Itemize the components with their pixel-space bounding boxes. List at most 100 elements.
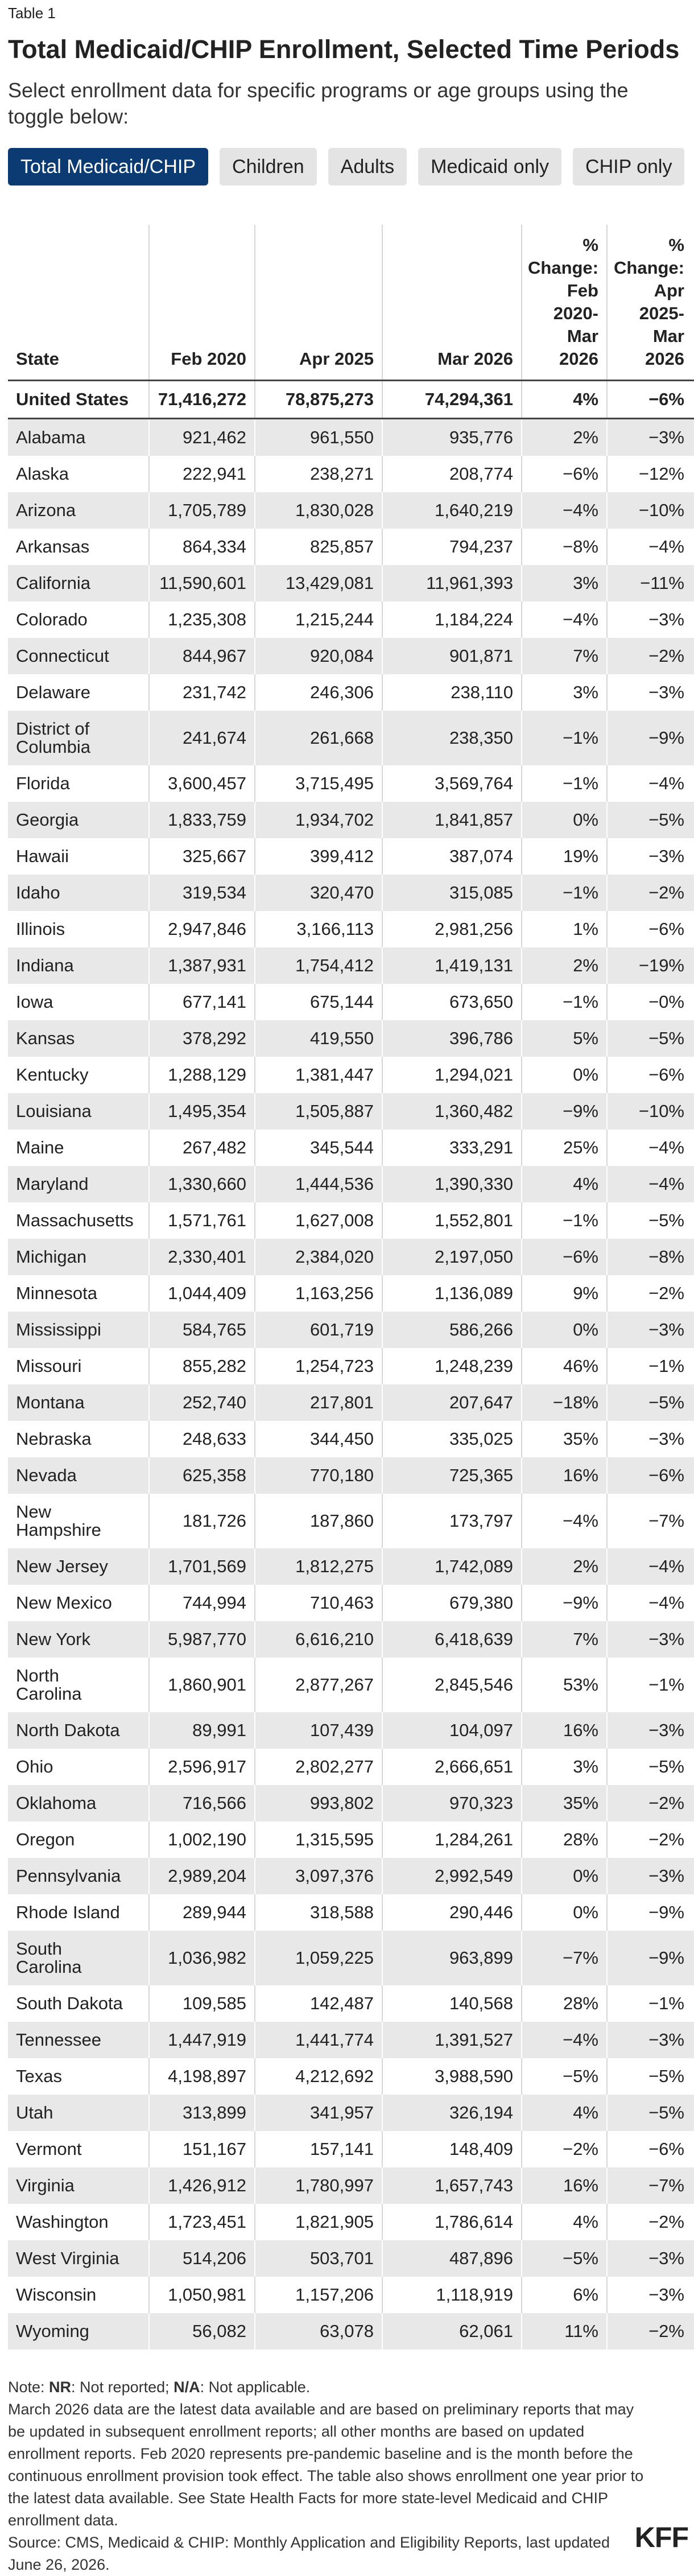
- value-cell: 1,184,224: [382, 601, 522, 638]
- value-cell: 319,534: [149, 875, 255, 911]
- value-cell: 11,961,393: [382, 565, 522, 601]
- value-cell: −1%: [648, 1993, 684, 2013]
- state-cell: Alabama: [8, 418, 150, 456]
- value-cell: 825,857: [255, 529, 383, 565]
- value-cell: −6%: [607, 380, 694, 419]
- state-cell: Delaware: [8, 674, 150, 711]
- state-cell: Wyoming: [8, 2313, 150, 2350]
- value-cell: 1,381,447: [255, 1057, 383, 1093]
- state-cell: Washington: [8, 2204, 150, 2240]
- value-cell: 378,292: [149, 1020, 255, 1057]
- value-cell: 1,812,275: [255, 1548, 383, 1585]
- value-cell: −10%: [607, 492, 694, 529]
- note-text: March 2026 data are the latest data avai…: [8, 2401, 644, 2529]
- table-row: Florida 3,600,457 3,715,495 3,569,764 −1% −4%: [8, 765, 694, 802]
- state-cell: Oklahoma: [8, 1785, 150, 1821]
- value-cell: −1%: [522, 984, 608, 1020]
- value-cell: 399,412: [255, 838, 383, 875]
- toggle-button[interactable]: Children: [220, 148, 317, 186]
- state-name: Missouri: [16, 1356, 82, 1376]
- value-cell: −9%: [607, 1931, 694, 1985]
- value-cell: −2%: [522, 2131, 608, 2167]
- state-name: Kentucky: [16, 1065, 89, 1085]
- state-name: Virginia: [16, 2175, 75, 2195]
- value-cell: 1,419,131: [382, 947, 522, 984]
- value-cell: 0%: [522, 1057, 608, 1093]
- table-row: Wyoming 56,082 63,078 62,061 11% −2%: [8, 2313, 694, 2350]
- value-cell: −6%: [648, 919, 684, 939]
- value-cell: −3%: [648, 609, 684, 629]
- value-cell: 1,426,912: [149, 2167, 255, 2204]
- note-part: Note:: [8, 2379, 49, 2396]
- state-name: Iowa: [16, 992, 53, 1012]
- state-cell: Mississippi: [8, 1312, 150, 1348]
- value-cell: 28%: [522, 1985, 608, 2022]
- toggle-button[interactable]: CHIP only: [573, 148, 685, 186]
- value-cell: 2,845,546: [382, 1658, 522, 1712]
- value-cell: 2%: [522, 418, 608, 456]
- value-cell: 173,797: [382, 1494, 522, 1548]
- value-cell: −2%: [607, 875, 694, 911]
- value-cell: −5%: [648, 1210, 684, 1230]
- value-cell: 396,786: [382, 1020, 522, 1057]
- value-cell: −1%: [648, 1675, 684, 1695]
- toggle-button[interactable]: Adults: [328, 148, 407, 186]
- value-cell: −2%: [648, 1283, 684, 1303]
- value-cell: −4%: [648, 1593, 684, 1613]
- state-name: New Jersey: [16, 1556, 108, 1576]
- table-container: State Feb 2020 Apr 2025 Mar 2026% Change: F…: [8, 225, 694, 2350]
- value-cell: 1,288,129: [149, 1057, 255, 1093]
- table-row: Nevada 625,358 770,180 725,365 16% −6%: [8, 1457, 694, 1494]
- table-row: Iowa 677,141 675,144 673,650 −1% −0%: [8, 984, 694, 1020]
- state-cell: Texas: [8, 2058, 150, 2095]
- state-name: California: [16, 573, 90, 593]
- value-cell: 4%: [522, 2095, 608, 2131]
- table-row: New Jersey 1,701,569 1,812,275 1,742,089 2% −…: [8, 1548, 694, 1585]
- toggle-button[interactable]: Total Medicaid/CHIP: [8, 148, 209, 186]
- toggle-button[interactable]: Medicaid only: [418, 148, 562, 186]
- state-cell: Colorado: [8, 601, 150, 638]
- state-cell: Wisconsin: [8, 2277, 150, 2313]
- value-cell: 2,947,846: [149, 911, 255, 947]
- value-cell: −2%: [607, 638, 694, 674]
- state-cell: South Dakota: [8, 1985, 150, 2022]
- value-cell: 625,358: [149, 1457, 255, 1494]
- table-row: New Mexico 744,994 710,463 679,380 −9% −4%: [8, 1585, 694, 1621]
- value-cell: 78,875,273: [255, 380, 383, 419]
- table-row: Indiana 1,387,931 1,754,412 1,419,131 2% −19%: [8, 947, 694, 984]
- value-cell: −6%: [648, 1065, 684, 1085]
- value-cell: −2%: [648, 2212, 684, 2232]
- toggle-group: Total Medicaid/CHIP Children Adults Medicai…: [8, 148, 685, 186]
- state-name: Montana: [16, 1392, 85, 1412]
- table-row: Maine 267,482 345,544 333,291 25% −4%: [8, 1130, 694, 1166]
- state-cell: Alaska: [8, 456, 150, 492]
- table-row: Wisconsin 1,050,981 1,157,206 1,118,919 6% −3…: [8, 2277, 694, 2313]
- value-cell: 62,061: [382, 2313, 522, 2350]
- value-cell: 963,899: [382, 1931, 522, 1985]
- value-cell: 4,198,897: [149, 2058, 255, 2095]
- value-cell: 419,550: [255, 1020, 383, 1057]
- value-cell: 142,487: [255, 1985, 383, 2022]
- table-row: Arkansas 864,334 825,857 794,237 −8% −4%: [8, 529, 694, 565]
- value-cell: 1,860,901: [149, 1658, 255, 1712]
- table-row: South Dakota 109,585 142,487 140,568 28% −1%: [8, 1985, 694, 2022]
- table-row: North Carolina 1,860,901 2,877,267 2,845,54…: [8, 1658, 694, 1712]
- state-name: Rhode Island: [16, 1902, 120, 1922]
- value-cell: 1,723,451: [149, 2204, 255, 2240]
- value-cell: 2,330,401: [149, 1239, 255, 1275]
- value-cell: −4%: [522, 1494, 608, 1548]
- value-cell: −3%: [648, 682, 684, 702]
- value-cell: −5%: [648, 1757, 684, 1777]
- value-cell: 935,776: [382, 418, 522, 456]
- value-cell: −3%: [607, 1858, 694, 1894]
- value-cell: 1,050,981: [149, 2277, 255, 2313]
- state-name: Maine: [16, 1137, 64, 1157]
- value-cell: 1,934,702: [255, 802, 383, 838]
- value-cell: 1,780,997: [255, 2167, 383, 2204]
- value-cell: 2,992,549: [382, 1858, 522, 1894]
- state-cell: Florida: [8, 765, 150, 802]
- value-cell: −4%: [607, 1166, 694, 1202]
- state-name: Maryland: [16, 1174, 89, 1194]
- value-cell: 901,871: [382, 638, 522, 674]
